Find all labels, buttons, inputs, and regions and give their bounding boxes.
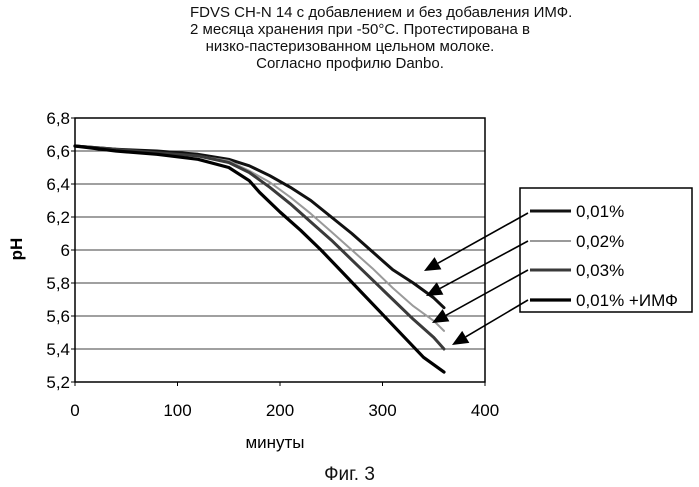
y-tick-label: 6,6 — [46, 142, 70, 161]
gridlines — [75, 118, 485, 382]
arrow-shaft-1 — [438, 213, 528, 263]
y-axis-ticks: 5,2 5,4 5,6 5,8 6 6,2 6,4 6,6 6,8 — [46, 109, 75, 392]
arrow-head-1 — [424, 257, 441, 271]
y-axis-label: pH — [7, 238, 26, 261]
y-tick-label: 6,8 — [46, 109, 70, 128]
x-tick-label: 100 — [163, 401, 191, 420]
legend-label-3: 0,03% — [576, 261, 624, 280]
x-tick-label: 300 — [368, 401, 396, 420]
arrow-head-4 — [452, 331, 469, 345]
y-tick-label: 5,4 — [46, 340, 70, 359]
y-tick-label: 5,2 — [46, 373, 70, 392]
x-tick-label: 0 — [70, 401, 79, 420]
arrow-shaft-3 — [446, 270, 528, 315]
y-tick-label: 5,6 — [46, 307, 70, 326]
arrow-head-2 — [426, 282, 443, 296]
arrow-shaft-2 — [440, 241, 528, 288]
legend-label-4: 0,01% +ИМФ — [576, 291, 678, 310]
arrow-shaft-4 — [466, 300, 528, 337]
x-tick-label: 400 — [471, 401, 499, 420]
series-lines — [75, 146, 444, 372]
legend: 0,01% 0,02% 0,03% 0,01% +ИМФ — [520, 188, 692, 312]
legend-label-1: 0,01% — [576, 202, 624, 221]
y-tick-label: 6,2 — [46, 208, 70, 227]
y-tick-label: 5,8 — [46, 274, 70, 293]
series-line-2 — [75, 146, 444, 331]
x-tick-label: 200 — [266, 401, 294, 420]
legend-label-2: 0,02% — [576, 232, 624, 251]
x-axis-ticks: 0 100 200 300 400 — [70, 382, 499, 420]
x-axis-label: минуты — [245, 433, 304, 452]
y-tick-label: 6,4 — [46, 175, 70, 194]
figure-caption: Фиг. 3 — [0, 464, 699, 486]
y-tick-label: 6 — [61, 241, 70, 260]
